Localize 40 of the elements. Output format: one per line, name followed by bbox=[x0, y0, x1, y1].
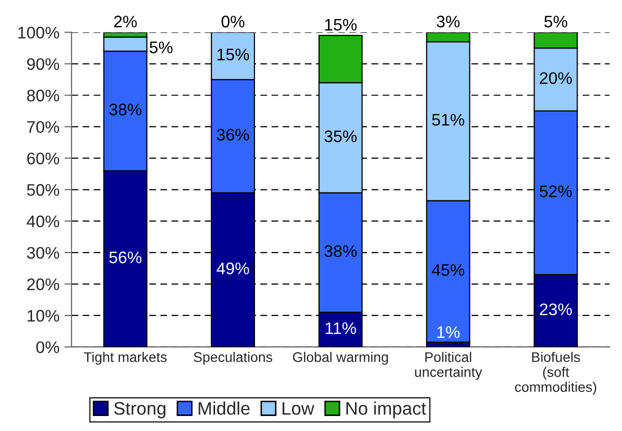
data-label: 38% bbox=[324, 245, 357, 258]
data-label: 0% bbox=[222, 16, 244, 28]
legend-label: No impact bbox=[346, 402, 426, 418]
y-tick-label: 80% bbox=[27, 90, 60, 102]
data-label: 23% bbox=[540, 303, 572, 316]
y-tick-label: 0% bbox=[36, 341, 60, 354]
y-tick-label: 70% bbox=[27, 121, 60, 133]
y-tick-label: 10% bbox=[28, 310, 60, 322]
data-label: 20% bbox=[540, 72, 572, 84]
data-label: 15% bbox=[325, 18, 357, 31]
data-label: 49% bbox=[216, 262, 250, 274]
y-tick-label: 50% bbox=[27, 184, 60, 196]
data-label: 3% bbox=[436, 16, 460, 28]
data-label: 45% bbox=[432, 264, 464, 276]
data-label: 35% bbox=[324, 130, 357, 142]
data-label: 11% bbox=[326, 322, 356, 334]
y-tick-label: 90% bbox=[27, 58, 60, 70]
legend-label: Middle bbox=[198, 402, 250, 415]
x-tick-label: Global warming bbox=[293, 352, 388, 365]
data-label: 1% bbox=[437, 326, 460, 338]
y-tick-label: 20% bbox=[27, 278, 60, 290]
legend-label: Low bbox=[282, 402, 314, 415]
data-label: 52% bbox=[540, 185, 572, 198]
legend-label: Strong bbox=[114, 402, 166, 418]
x-tick-label: Tight markets bbox=[84, 352, 167, 365]
y-tick-label: 30% bbox=[27, 246, 60, 259]
data-label: 5% bbox=[150, 42, 172, 54]
x-tick-label: Political uncertainty bbox=[415, 352, 482, 380]
data-label: 36% bbox=[216, 128, 250, 141]
data-label: 56% bbox=[109, 252, 142, 264]
x-tick-label: Speculations bbox=[194, 352, 272, 365]
y-tick-label: 40% bbox=[26, 216, 60, 228]
x-tick-label: Biofuels (soft commodities) bbox=[515, 352, 596, 395]
data-label: 51% bbox=[432, 114, 464, 126]
data-label: 38% bbox=[109, 104, 142, 116]
y-tick-label: 100% bbox=[18, 26, 60, 39]
data-label: 15% bbox=[218, 48, 250, 60]
data-label: 2% bbox=[114, 16, 137, 28]
data-label: 5% bbox=[544, 16, 568, 28]
y-tick-label: 60% bbox=[27, 152, 60, 164]
